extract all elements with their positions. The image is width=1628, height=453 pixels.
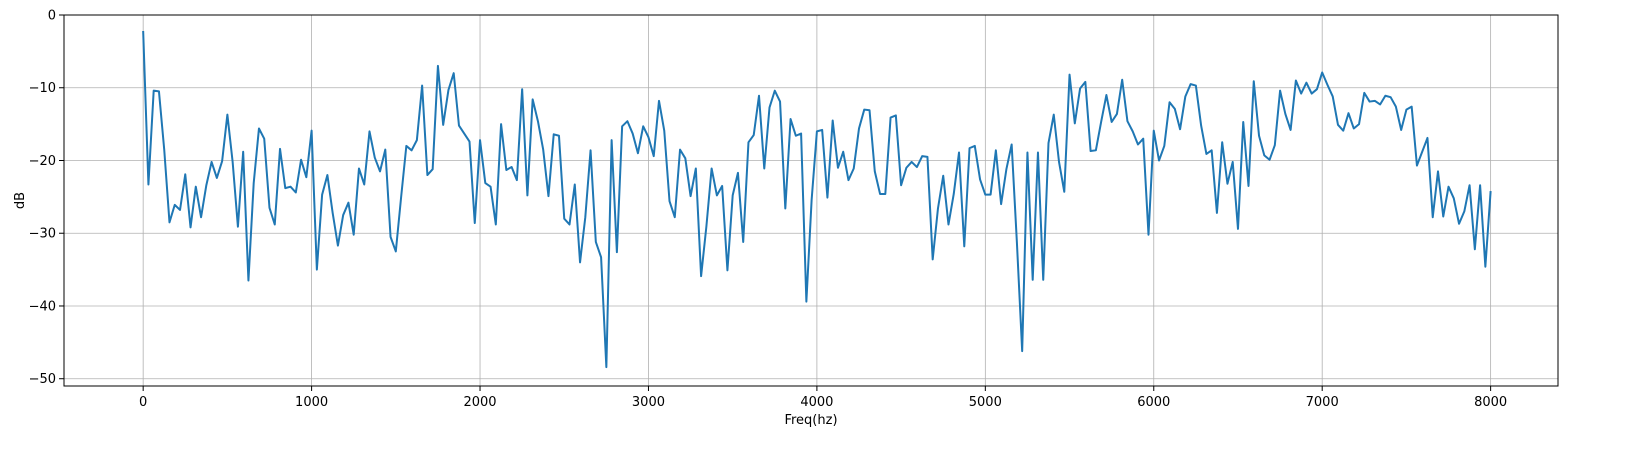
y-tick-label: 0	[48, 9, 56, 24]
series-line	[142, 30, 1492, 369]
y-tick-label: −20	[29, 154, 56, 169]
x-tick-label: 5000	[969, 395, 1002, 410]
x-tick-label: 1000	[295, 395, 328, 410]
x-axis-label: Freq(hz)	[784, 413, 837, 428]
x-tick-label: 2000	[463, 395, 496, 410]
series-layer	[142, 30, 1492, 369]
x-tick-label: 6000	[1137, 395, 1170, 410]
y-tick-label: −40	[29, 299, 56, 314]
y-tick-label: −10	[29, 81, 56, 96]
axes-frame	[63, 14, 1559, 387]
x-tick-label: 7000	[1306, 395, 1339, 410]
y-tick-label: −50	[29, 372, 56, 387]
y-tick-label: −30	[29, 227, 56, 242]
y-axis-label: dB	[13, 192, 28, 209]
ticks-layer: 0 1000 2000 3000 4000 5000 6000 7000 8000 −50 −40 −…	[29, 9, 1508, 411]
x-tick-label: 3000	[632, 395, 665, 410]
x-tick-label: 8000	[1474, 395, 1507, 410]
x-tick-label: 4000	[800, 395, 833, 410]
x-tick-label: 0	[139, 395, 147, 410]
